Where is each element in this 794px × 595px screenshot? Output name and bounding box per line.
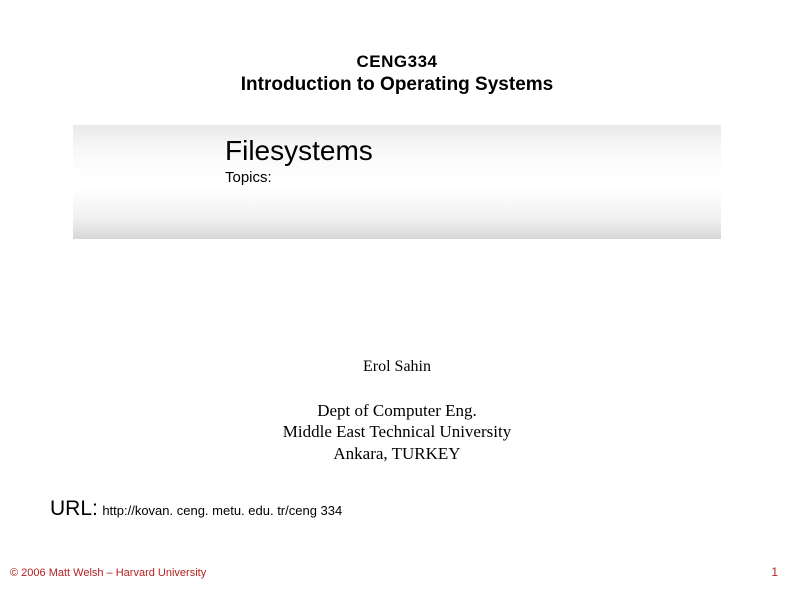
slide-root: CENG334 Introduction to Operating System… [0, 0, 794, 595]
url-line: URL: http://kovan. ceng. metu. edu. tr/c… [50, 497, 342, 521]
course-code: CENG334 [0, 52, 794, 72]
author-name: Erol Sahin [0, 358, 794, 376]
header-block: CENG334 Introduction to Operating System… [0, 52, 794, 96]
affil-university: Middle East Technical University [0, 421, 794, 442]
url-label: URL: [50, 497, 98, 520]
topics-label: Topics: [225, 169, 721, 186]
copyright-text: © 2006 Matt Welsh – Harvard University [10, 567, 206, 579]
slide-title: Filesystems [225, 135, 721, 167]
affiliation-block: Dept of Computer Eng. Middle East Techni… [0, 400, 794, 464]
affil-location: Ankara, TURKEY [0, 443, 794, 464]
title-band: Filesystems Topics: [73, 125, 721, 239]
course-name: Introduction to Operating Systems [0, 74, 794, 96]
url-value: http://kovan. ceng. metu. edu. tr/ceng 3… [102, 503, 342, 518]
page-number: 1 [771, 565, 778, 579]
affil-dept: Dept of Computer Eng. [0, 400, 794, 421]
